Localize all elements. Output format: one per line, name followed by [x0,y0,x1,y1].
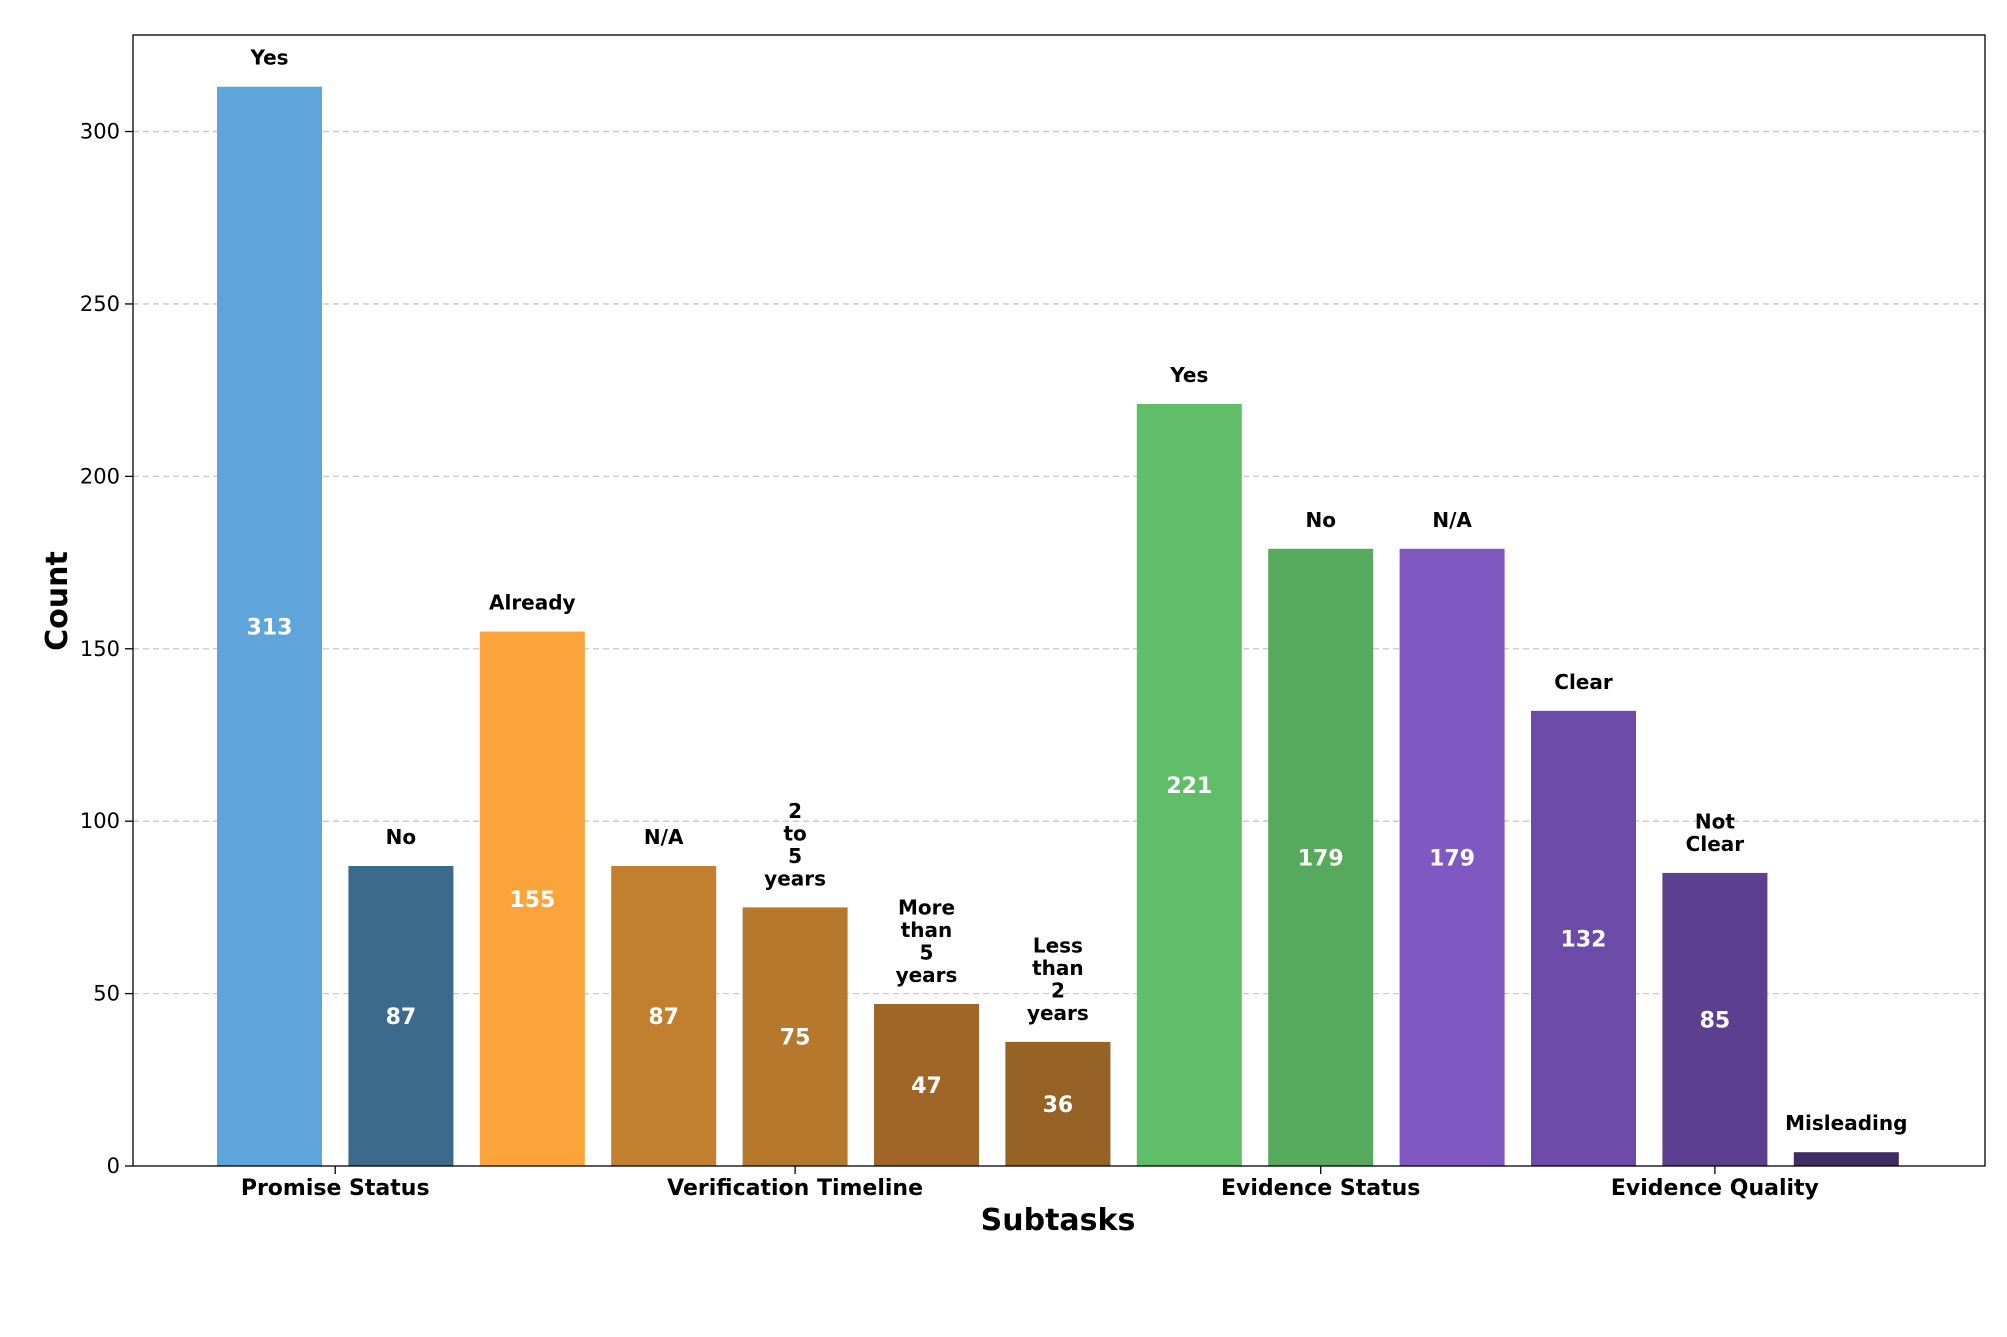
bar-category-label-line: years [1027,1001,1089,1025]
bar-category-label-line: to [783,821,806,845]
bar-value-label: 179 [1298,846,1344,871]
bar-category-label: N/A [644,825,684,849]
bar [874,1003,979,1166]
bar-category-label-line: Already [489,591,576,615]
bar-category-label: Not Clear [1686,809,1745,856]
bar-category-label: Clear [1554,670,1613,694]
bar-value-label: 75 [780,1026,811,1051]
bar-category-label: Already [489,591,576,615]
bar-value-label: 36 [1043,1093,1074,1118]
y-tick-label: 100 [80,809,120,833]
bar-category-label: No [386,825,416,849]
bar [348,866,454,1166]
bar-category-label: N/A [1432,508,1472,532]
plot-frame [132,34,1986,1167]
bar-category-label-line: Yes [1169,363,1208,387]
bar-category-label-line: than [901,918,953,942]
bar [611,866,717,1166]
bar-value-label: 132 [1561,927,1607,952]
bar-value-label: 87 [648,1005,679,1030]
x-group-label: Verification Timeline [667,1176,923,1201]
bar [1136,403,1242,1167]
bar [1399,548,1505,1166]
bar-category-label: Yes [1169,363,1208,387]
bar-category-label: Less than 2 years [1027,933,1089,1025]
bar [479,631,585,1166]
bar-category-label-line: Less [1033,933,1083,957]
bar-category-label: Misleading [1785,1111,1907,1135]
bar [217,86,322,1167]
bar-value-label: 221 [1166,774,1212,799]
x-group-label: Evidence Status [1221,1176,1420,1201]
bar-category-label-line: 5 [920,940,934,964]
x-axis-group-labels: Promise Status Verification Timeline Evide… [241,1166,1819,1201]
y-axis-title: Count [40,551,75,651]
bars [217,86,1899,1167]
bar-category-label-line: N/A [1432,508,1472,532]
bar-category-label-line: 2 [788,799,802,823]
bar-category-label: More than 5 years [896,895,958,987]
y-tick-label: 50 [93,982,120,1006]
bar-category-label-line: No [1305,508,1335,532]
bar-value-label: 155 [509,888,555,913]
bar-category-label: Yes [249,46,288,70]
bar-value-label: 47 [911,1074,942,1099]
bar-category-label-line: More [898,895,955,919]
bar-category-label: No [1305,508,1335,532]
bar-category-label-line: years [764,866,826,890]
bar-category-label-line: Clear [1554,670,1613,694]
bar-category-label-line: Misleading [1785,1111,1907,1135]
y-axis-ticks: 0 50 100 150 200 250 300 [80,120,133,1178]
bar [1662,872,1768,1166]
y-tick-label: 0 [107,1154,120,1178]
y-tick-label: 200 [80,464,120,488]
bar [1268,548,1374,1166]
bar-category-label-line: 5 [788,844,802,868]
bar [1005,1041,1111,1166]
bar-category-label-line: than [1032,956,1084,980]
bar-category-label-line: N/A [644,825,684,849]
bar [1531,710,1636,1166]
bar-category-label-line: Not [1695,809,1735,833]
y-tick-label: 300 [80,120,120,144]
x-group-label: Evidence Quality [1611,1176,1819,1201]
bar-value-label: 313 [247,615,293,640]
y-tick-label: 250 [80,292,120,316]
bar [1793,1152,1899,1166]
bar-category-label-line: years [896,963,958,987]
bar-category-label-line: 2 [1051,978,1065,1002]
y-tick-label: 150 [80,637,120,661]
bar-value-label: 85 [1700,1008,1731,1033]
gridlines [133,130,1985,995]
bar-category-label-line: Yes [249,46,288,70]
bar-category-label-line: Clear [1686,832,1745,856]
x-axis-title: Subtasks [981,1203,1136,1238]
x-group-label: Promise Status [241,1176,430,1201]
bar-value-label: 87 [386,1005,417,1030]
bar-value-label: 179 [1429,846,1475,871]
bar [742,907,848,1166]
bar-category-label-line: No [386,825,416,849]
bar-category-label: 2 to 5 years [764,799,826,891]
